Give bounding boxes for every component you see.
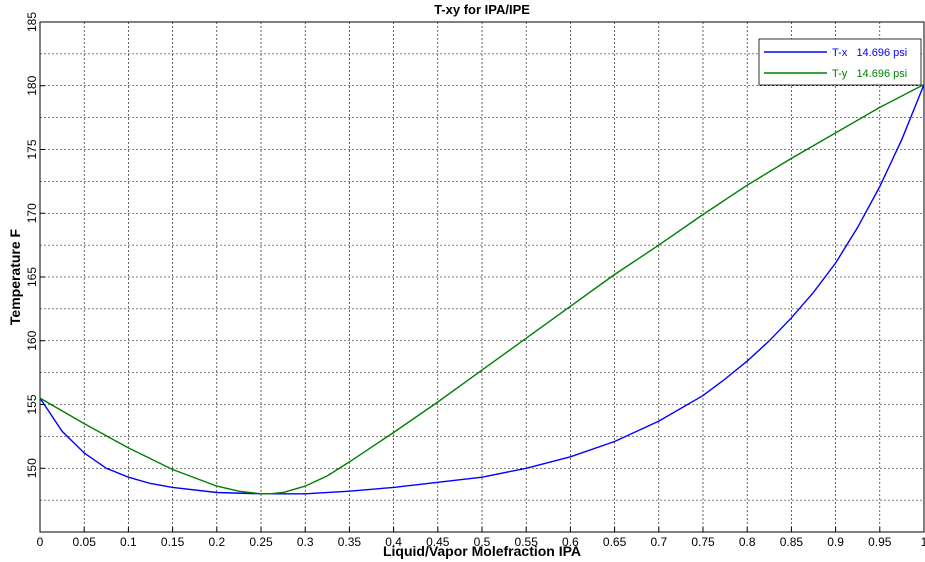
series-lines — [39, 83, 925, 495]
grid — [39, 21, 925, 533]
x-tick-label: 0.45 — [426, 535, 450, 549]
x-axis: 0 0.05 0.1 0.15 0.2 0.25 0.3 0.35 0.4 0.45 0.5 0.55… — [37, 527, 925, 549]
x-tick-label: 0.15 — [161, 535, 185, 549]
y-tick-label: 185 — [25, 12, 39, 32]
y-tick-label: 150 — [25, 458, 39, 478]
x-tick-label: 0.8 — [739, 535, 756, 549]
y-tick-label: 175 — [25, 139, 39, 159]
x-tick-label: 0.75 — [691, 535, 715, 549]
legend-box — [758, 38, 922, 86]
x-tick-label: 0.95 — [868, 535, 892, 549]
x-tick-label: 0.65 — [603, 535, 627, 549]
y-tick-label: 160 — [25, 330, 39, 350]
legend-label: T-y 14.696 psi — [832, 68, 907, 80]
x-tick-label: 0.7 — [650, 535, 667, 549]
x-tick-label: 0.85 — [780, 535, 804, 549]
chart-title: T-xy for IPA/IPE — [434, 2, 530, 17]
series-line-t-y — [39, 83, 925, 495]
x-tick-label: 0.2 — [208, 535, 225, 549]
legend: T-x 14.696 psi T-y 14.696 psi — [758, 38, 922, 86]
y-tick-label: 170 — [25, 203, 39, 223]
legend-label: T-x 14.696 psi — [832, 47, 907, 59]
x-tick-label: 0.35 — [338, 535, 362, 549]
y-tick-label: 155 — [25, 394, 39, 414]
x-tick-label: 0.05 — [73, 535, 97, 549]
y-tick-label: 180 — [25, 75, 39, 95]
x-tick-label: 0 — [37, 535, 44, 549]
y-axis-label: Temperature F — [7, 228, 23, 325]
x-axis-label: Liquid/Vapor Molefraction IPA — [383, 543, 581, 559]
x-tick-label: 0.5 — [474, 535, 491, 549]
x-tick-label: 0.55 — [515, 535, 539, 549]
series-line-t-x — [39, 84, 925, 495]
x-tick-label: 0.4 — [385, 535, 402, 549]
y-axis: 150 155 160 165 170 175 180 185 — [25, 12, 45, 478]
y-tick-label: 165 — [25, 267, 39, 287]
x-tick-label: 0.25 — [249, 535, 273, 549]
x-tick-label: 1 — [921, 535, 925, 549]
x-tick-label: 0.1 — [120, 535, 137, 549]
x-tick-label: 0.6 — [562, 535, 579, 549]
x-tick-label: 0.9 — [827, 535, 844, 549]
x-tick-label: 0.3 — [297, 535, 314, 549]
